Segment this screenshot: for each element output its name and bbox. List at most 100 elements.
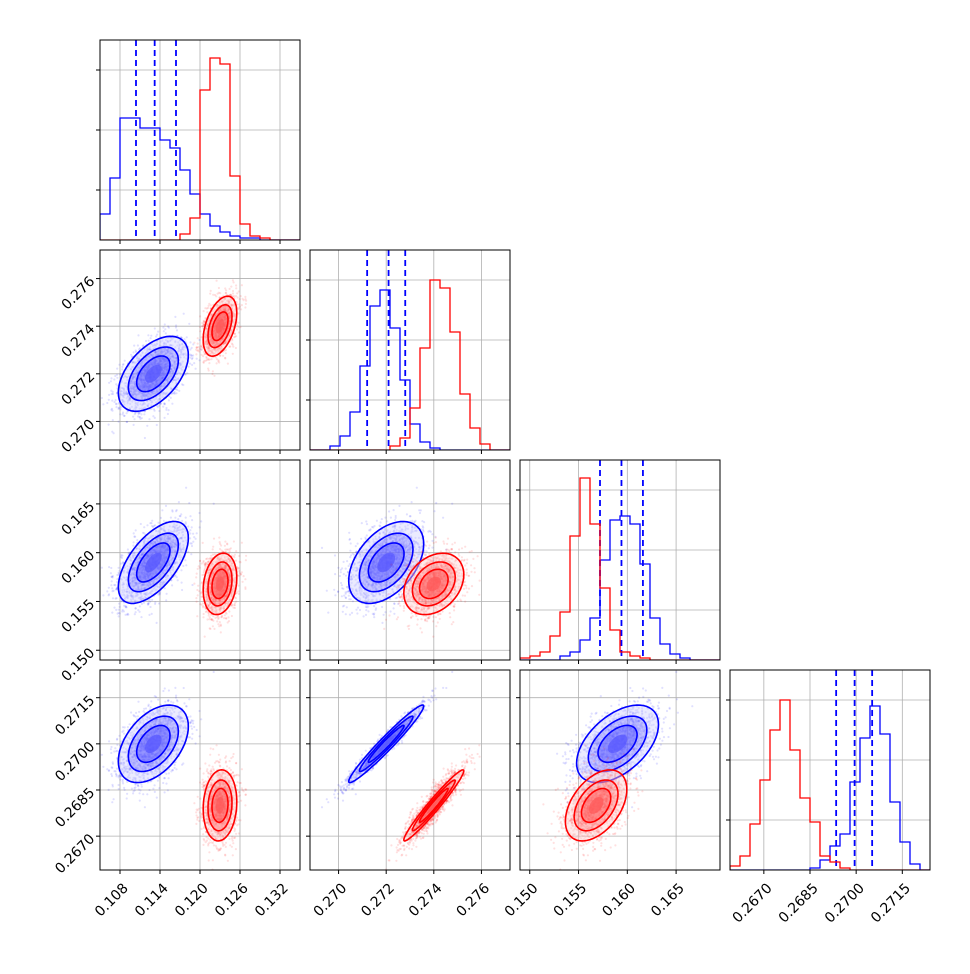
sample-point (208, 362, 210, 364)
sample-point (199, 526, 201, 528)
sample-point (122, 412, 124, 414)
sample-point (196, 346, 198, 348)
sample-point (232, 279, 234, 281)
sample-point (101, 397, 103, 399)
sample-point (210, 304, 212, 306)
sample-point (154, 603, 156, 605)
sample-point (237, 326, 239, 328)
sample-point (137, 334, 139, 336)
sample-point (113, 401, 115, 403)
sample-point (196, 358, 198, 360)
sample-point (122, 363, 124, 365)
sample-point (183, 313, 185, 315)
sample-point (133, 351, 135, 353)
sample-point (205, 356, 207, 358)
sample-point (208, 305, 210, 307)
sample-point (212, 370, 214, 372)
sample-point (154, 417, 156, 419)
sample-point (241, 284, 243, 286)
sample-point (118, 567, 120, 569)
sample-point (145, 340, 147, 342)
sample-point (175, 326, 177, 328)
sample-point (135, 529, 137, 531)
sample-point (116, 368, 118, 370)
sample-point (239, 298, 241, 300)
sample-point (112, 419, 114, 421)
sample-point (152, 415, 154, 417)
sample-point (193, 362, 195, 364)
sample-point (111, 400, 113, 402)
sample-point (216, 280, 218, 282)
sample-point (102, 403, 104, 405)
sample-point (199, 326, 201, 328)
sample-point (182, 565, 184, 567)
panel-1-0 (96, 250, 300, 454)
sample-point (146, 524, 148, 526)
sample-point (140, 523, 142, 525)
sample-point (154, 327, 156, 329)
sample-point (143, 413, 145, 415)
sample-point (185, 487, 187, 489)
sample-point (203, 310, 205, 312)
sample-point (165, 505, 167, 507)
sample-point (201, 349, 203, 351)
sample-point (190, 354, 192, 356)
sample-point (127, 548, 129, 550)
sample-point (219, 292, 221, 294)
sample-point (213, 503, 215, 505)
sample-point (192, 533, 194, 535)
sample-point (124, 360, 126, 362)
sample-point (163, 330, 165, 332)
sample-point (198, 512, 200, 514)
sample-point (119, 606, 121, 608)
sample-point (200, 345, 202, 347)
sample-point (157, 522, 159, 524)
sample-point (201, 336, 203, 338)
sample-point (240, 295, 242, 297)
sample-point (235, 284, 237, 286)
sample-point (189, 532, 191, 534)
sample-point (171, 403, 173, 405)
sample-point (101, 567, 103, 569)
panel-content (97, 487, 248, 638)
sample-point (195, 368, 197, 370)
sample-point (202, 361, 204, 363)
sample-point (156, 334, 158, 336)
sample-point (207, 368, 209, 370)
sample-point (146, 425, 148, 427)
sample-point (124, 415, 126, 417)
sample-point (232, 344, 234, 346)
sample-point (126, 421, 128, 423)
sample-point (233, 281, 235, 283)
sample-point (148, 340, 150, 342)
sample-point (112, 597, 114, 599)
sample-point (216, 362, 218, 364)
sample-point (197, 337, 199, 339)
sample-point (168, 399, 170, 401)
sample-point (116, 377, 118, 379)
sample-point (199, 359, 201, 361)
sample-point (197, 343, 199, 345)
sample-point (115, 609, 117, 611)
sample-point (213, 375, 215, 377)
sample-point (189, 363, 191, 365)
sample-point (161, 509, 163, 511)
sample-point (189, 529, 191, 531)
density-outer-wash (118, 336, 188, 411)
panel-content (97, 279, 248, 439)
sample-point (237, 312, 239, 314)
sample-point (134, 536, 136, 538)
sample-point (178, 501, 180, 503)
sample-point (244, 298, 246, 300)
sample-point (120, 408, 122, 410)
sample-point (165, 599, 167, 601)
sample-point (232, 290, 234, 292)
sample-point (229, 345, 231, 347)
sample-point (102, 594, 104, 596)
sample-point (235, 347, 237, 349)
sample-point (136, 539, 138, 541)
sample-point (185, 523, 187, 525)
sample-point (191, 347, 193, 349)
sample-point (237, 296, 239, 298)
